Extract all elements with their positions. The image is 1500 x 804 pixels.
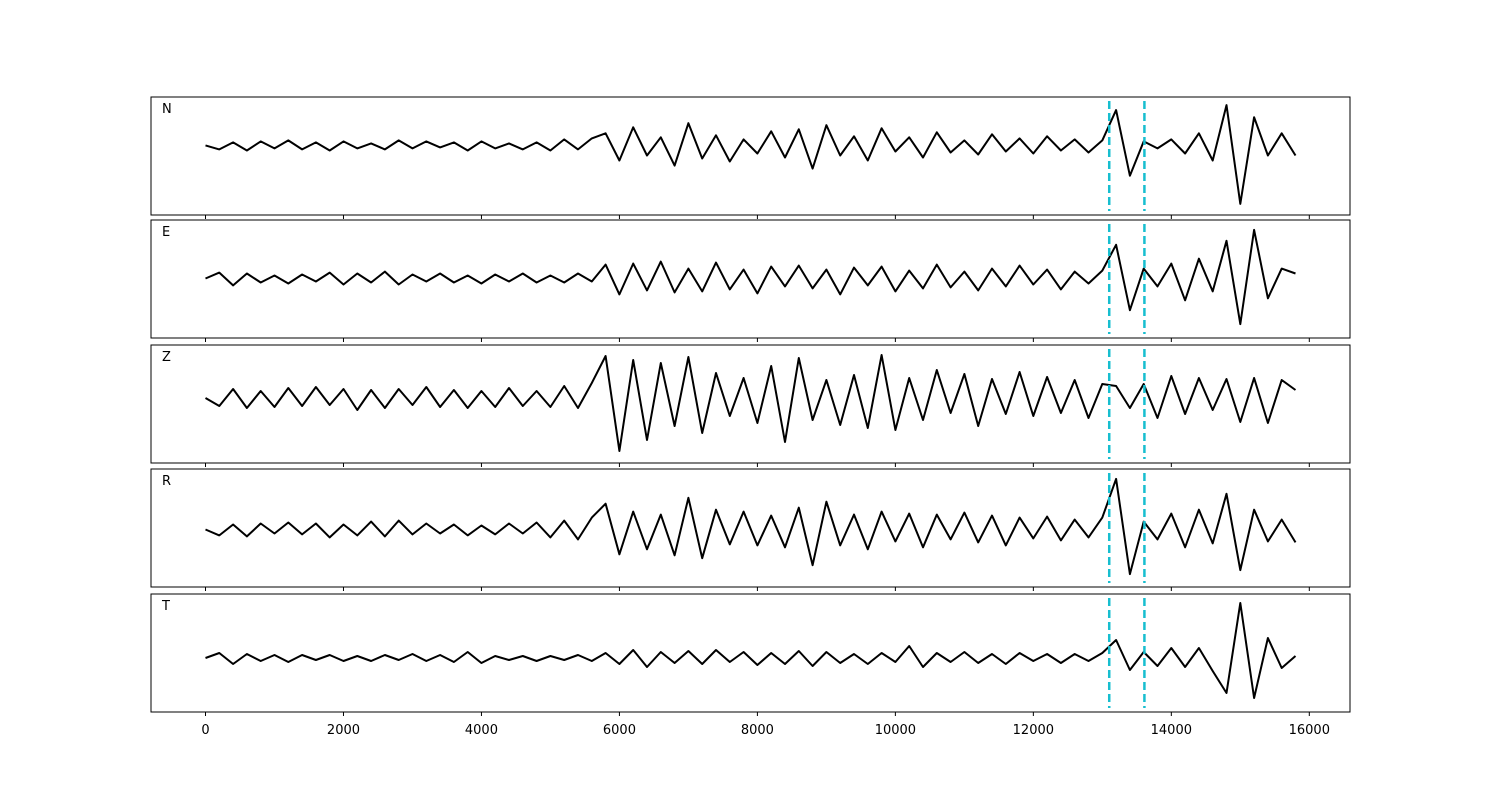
x-tick-label: 8000 — [741, 723, 774, 738]
panel-frame — [150, 593, 1351, 713]
x-tick-label: 12000 — [1013, 723, 1054, 738]
panel-label: R — [162, 474, 171, 489]
x-tick-label: 4000 — [465, 723, 498, 738]
panel-frame — [150, 344, 1351, 464]
x-tick-label: 14000 — [1151, 723, 1192, 738]
panel-label: N — [162, 102, 172, 117]
x-tick-label: 16000 — [1289, 723, 1330, 738]
panel-frame — [150, 468, 1351, 588]
panel-label: Z — [162, 350, 171, 365]
panel-frame — [150, 219, 1351, 339]
waveform — [205, 104, 1297, 205]
panel-frame — [150, 96, 1351, 216]
x-tick-label: 6000 — [603, 723, 636, 738]
waveform — [205, 602, 1297, 699]
waveform — [204, 354, 1297, 452]
x-tick-label: 10000 — [875, 723, 916, 738]
panel-label: E — [162, 225, 170, 240]
x-tick-label: 2000 — [327, 723, 360, 738]
waveform — [205, 228, 1296, 326]
waveform — [205, 477, 1297, 576]
panel-label: T — [161, 599, 170, 614]
x-tick-label: 0 — [201, 723, 209, 738]
